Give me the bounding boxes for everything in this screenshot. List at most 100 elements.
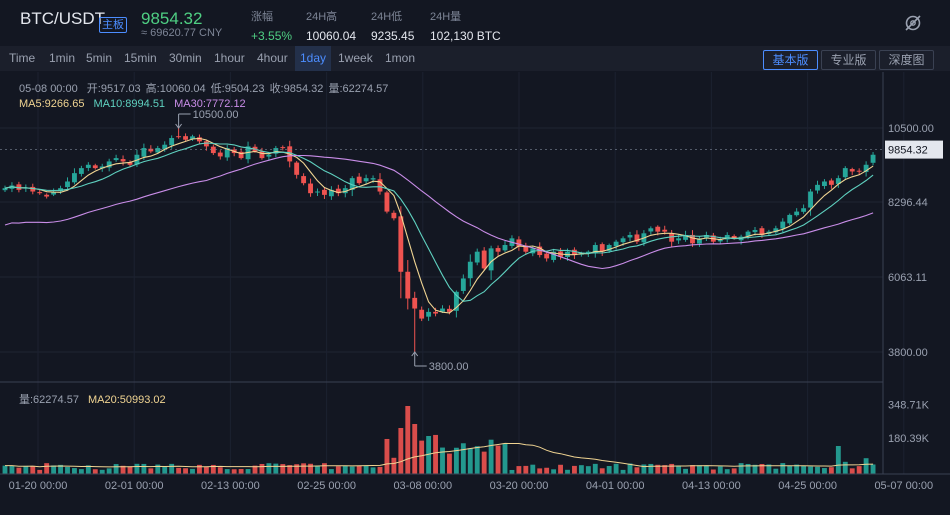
volume-bar [766,464,772,474]
candle-body [440,308,445,312]
volume-bar [717,466,723,474]
candle-body [85,164,91,168]
candle-body [683,234,688,240]
candle-body [495,248,501,252]
tf-1day[interactable]: 1day [295,46,332,71]
tf-30min[interactable]: 30min [169,51,202,65]
candle-body [113,158,119,161]
volume-bar [676,465,682,474]
tf-1week[interactable]: 1week [338,51,373,65]
volume-bar [266,463,272,474]
stat-value: 9235.45 [371,29,415,43]
volume-bar [391,457,397,474]
basic-view-button[interactable]: 基本版 [763,50,818,70]
pro-view-button[interactable]: 专业版 [821,50,876,70]
candle-body [266,154,272,157]
volume-bar [190,468,195,474]
volume-bar [780,463,786,474]
volume-bar [842,461,848,474]
volume-bar [447,453,452,474]
candle-body [447,308,452,312]
candle-body [30,186,36,192]
stat-label: 24H量 [430,11,462,23]
volume-bar [245,469,251,474]
candle-body [356,176,362,184]
volume-bar [210,464,216,474]
ticker-header: BTC/USDT 主板 9854.32 ≈ 69620.77 CNY 涨幅 +3… [0,0,950,44]
ma10-value: MA10:8994.51 [93,98,166,110]
depth-view-button[interactable]: 深度图 [879,50,934,70]
volume-bar [849,468,855,474]
tf-5min[interactable]: 5min [86,51,113,65]
ohlc-open: 开:9517.03 [86,83,141,95]
volume-bar [426,436,432,474]
candle-body [808,191,813,208]
tf-time[interactable]: Time [9,51,36,65]
stat-high: 24H高 10060.04 [306,10,356,44]
candle-body [856,170,862,172]
stat-label: 24H高 [306,11,338,23]
volume-bar [627,463,633,474]
tf-1mon[interactable]: 1mon [385,51,416,65]
volume-bar [99,469,105,474]
vol-ma20-value: MA20:50993.02 [88,394,166,406]
volume-bar [585,466,591,474]
x-tick-label: 04-25 00:00 [778,480,837,492]
candle-body [280,147,286,149]
ohlc-close: 收:9854.32 [269,83,324,95]
candle-body [794,211,800,216]
volume-bar [599,468,605,474]
candle-body [398,216,404,272]
candle-body [391,212,397,219]
volume-bar [745,463,751,474]
candle-body [648,228,654,232]
candle-body [627,234,633,238]
volume-bar [648,463,654,474]
candle-body [106,161,112,168]
volume-bar [578,465,584,474]
candle-body [342,188,348,194]
volume-bar [2,465,8,474]
candle-body [453,291,459,311]
pair-name[interactable]: BTC/USDT [20,9,105,28]
ohlc-low: 低:9504.23 [210,83,265,95]
x-tick-label: 02-01 00:00 [105,480,164,492]
volume-bar [544,467,550,474]
tf-1min[interactable]: 1min [49,51,76,65]
candle-body [224,148,230,158]
candle-body [474,251,480,263]
candle-body [217,152,223,157]
volume-bar [287,465,293,474]
candle-body [592,245,598,254]
volume-bar [9,465,15,474]
candle-body [613,241,619,247]
settings-icon[interactable] [903,13,923,33]
candle-body [141,148,147,157]
volume-bar [641,464,647,474]
x-tick-label: 01-20 00:00 [9,480,68,492]
candle-body [669,233,675,242]
volume-bar [453,447,459,474]
volume-bar [738,463,744,474]
candle-body [419,309,425,319]
y-tick-label: 8296.44 [888,197,928,209]
last-price-tag-text: 9854.32 [888,145,928,157]
candle-body [308,183,313,194]
volume-bar [252,465,258,474]
candle-body [801,208,807,212]
candle-body [2,188,8,191]
tf-1hour[interactable]: 1hour [214,51,245,65]
tf-15min[interactable]: 15min [124,51,157,65]
volume-bar [328,469,334,474]
stat-low: 24H低 9235.45 [371,10,414,44]
volume-bar [37,469,43,474]
ohlc-readout: 05-08 00:00 开:9517.03 高:10060.04 低:9504.… [19,82,390,96]
candle-body [127,162,133,165]
stat-value: +3.55% [251,29,293,43]
candle-body [724,234,730,240]
volume-bar [537,468,543,474]
candle-body [92,165,98,169]
tf-4hour[interactable]: 4hour [257,51,288,65]
candle-body [481,250,487,269]
